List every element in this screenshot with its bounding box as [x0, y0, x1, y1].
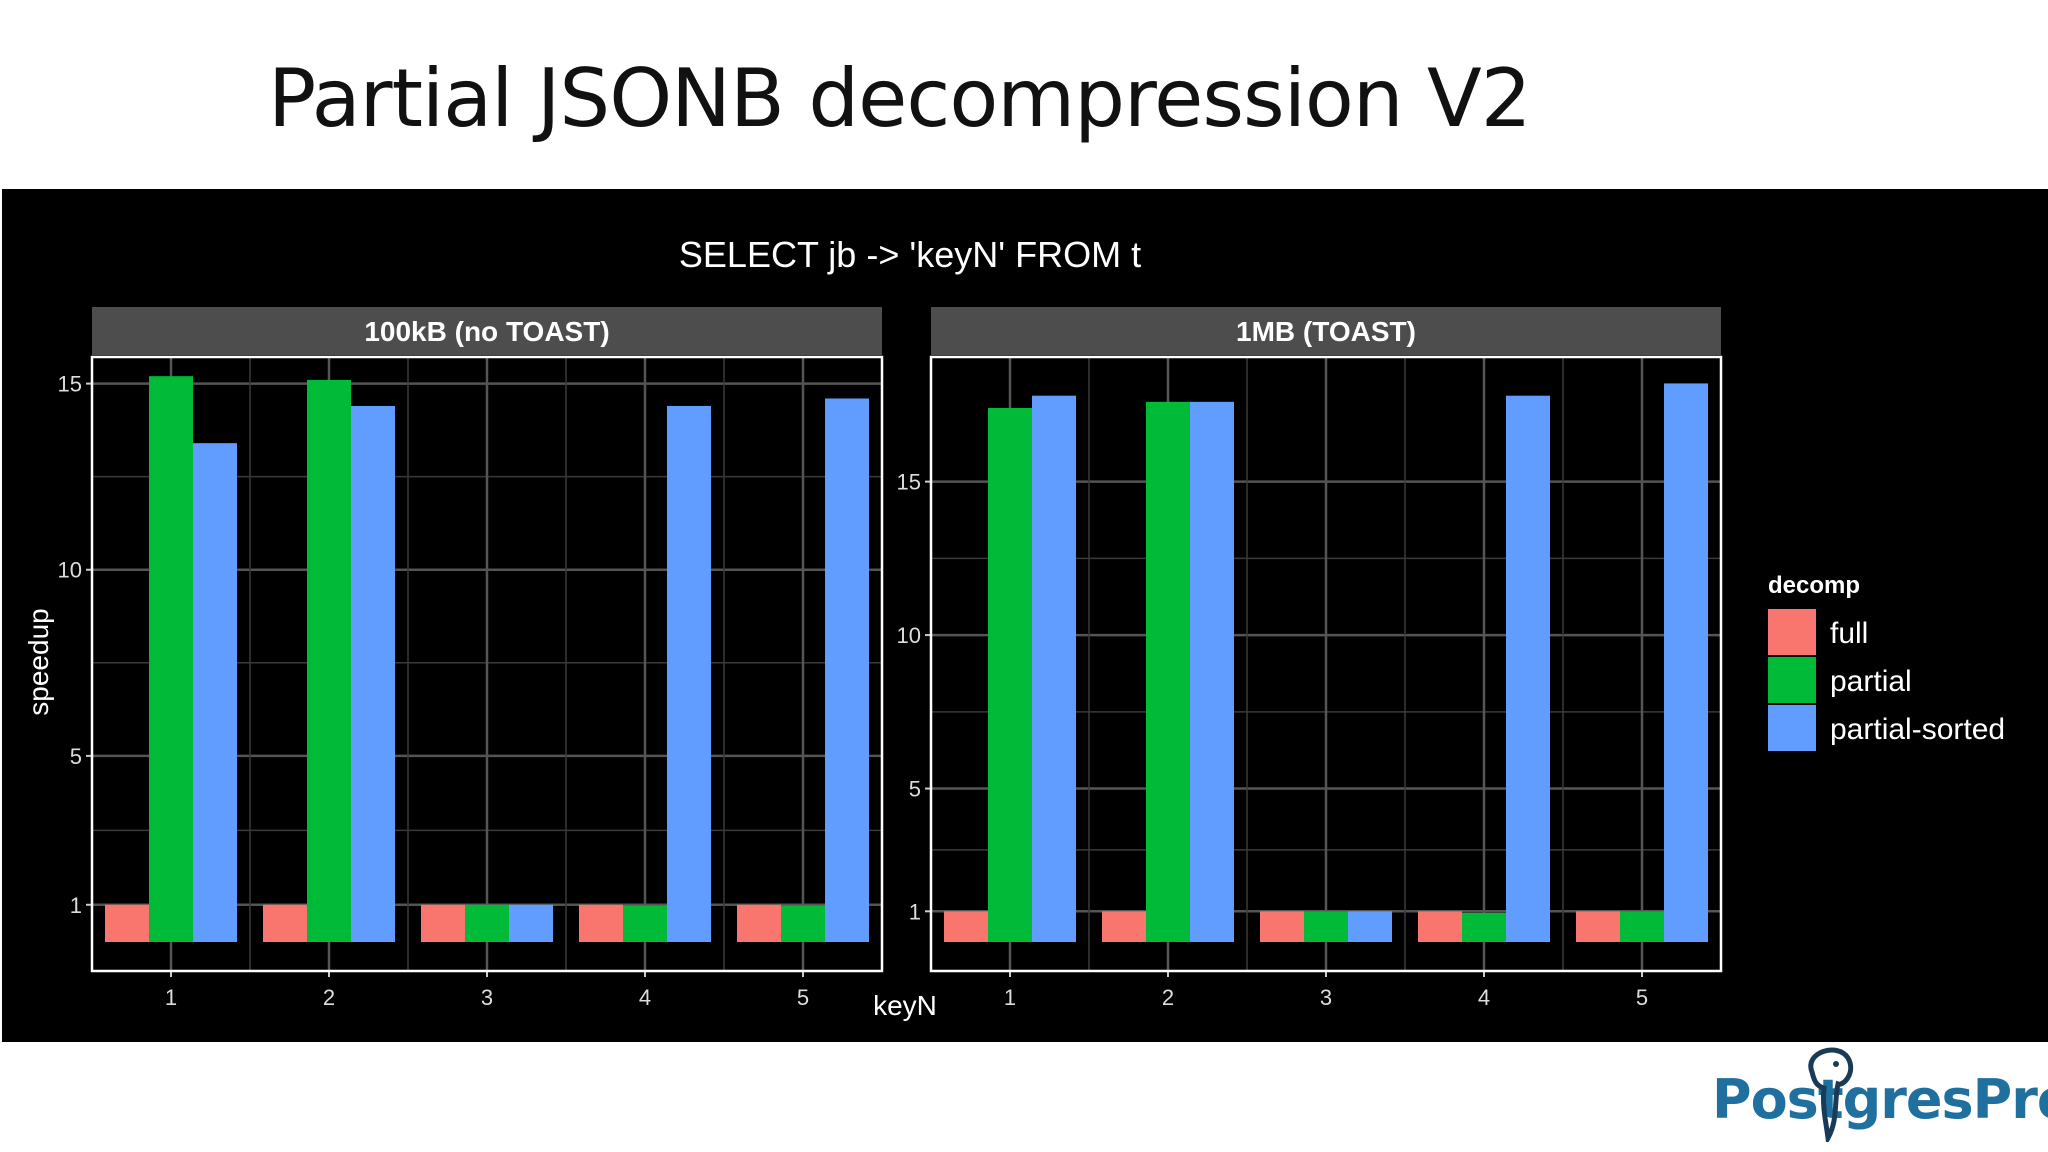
x-tick-label: 3 — [481, 985, 493, 1010]
bar-partial-key4 — [623, 905, 667, 942]
x-tick-label: 4 — [1478, 985, 1490, 1010]
x-tick-label: 5 — [1636, 985, 1648, 1010]
bar-full-key3 — [1260, 911, 1304, 942]
x-axis-label: keyN — [873, 990, 937, 1021]
y-axis-label: speedup — [23, 608, 54, 715]
facet-strip-label: 1MB (TOAST) — [1236, 316, 1416, 347]
x-tick-label: 5 — [797, 985, 809, 1010]
bar-partial-key4 — [1462, 912, 1506, 942]
bar-partial-sorted-key3 — [509, 904, 553, 942]
bar-partial-sorted-key3 — [1348, 911, 1392, 942]
x-tick-label: 4 — [639, 985, 651, 1010]
y-tick-label: 10 — [58, 558, 82, 583]
bar-partial-key2 — [1146, 401, 1190, 942]
y-tick-label: 15 — [897, 470, 921, 495]
postgrespro-logo: PostgresPro — [1712, 1047, 2048, 1146]
chart-title: SELECT jb -> 'keyN' FROM t — [679, 234, 1141, 275]
bar-full-key5 — [737, 904, 781, 942]
bar-full-key2 — [1102, 911, 1146, 942]
bar-partial-key1 — [988, 407, 1032, 942]
bar-full-key4 — [579, 904, 623, 942]
y-tick-label: 5 — [70, 744, 82, 769]
bar-partial-key5 — [1620, 911, 1664, 942]
legend-swatch-partial-sorted — [1768, 705, 1816, 751]
y-tick-label: 10 — [897, 623, 921, 648]
chart-panel: SELECT jb -> 'keyN' FROM t keyN speedup … — [2, 189, 2048, 1042]
bar-partial-key3 — [1304, 911, 1348, 942]
bar-full-key2 — [263, 904, 307, 942]
bar-full-key1 — [944, 911, 988, 942]
y-tick-label: 1 — [70, 893, 82, 918]
postgres-elephant-icon — [1808, 1047, 1854, 1142]
legend: decomp full partial partial-sorted — [1768, 572, 2005, 751]
bar-full-key4 — [1418, 911, 1462, 942]
slide-title: Partial JSONB decompression V2 — [268, 52, 1532, 145]
bar-full-key5 — [1576, 911, 1620, 942]
bar-partial-sorted-key4 — [1506, 395, 1550, 942]
bar-partial-key2 — [307, 379, 351, 942]
facet-strip-label: 100kB (no TOAST) — [364, 316, 609, 347]
facet-strip — [92, 307, 882, 355]
facet-strip — [931, 307, 1721, 355]
faceted-bar-chart: SELECT jb -> 'keyN' FROM t keyN speedup … — [23, 234, 2005, 1021]
legend-swatch-full — [1768, 609, 1816, 655]
y-tick-label: 1 — [909, 899, 921, 924]
bar-partial-key1 — [149, 376, 193, 942]
bar-partial-key5 — [781, 905, 825, 942]
bar-partial-key3 — [465, 904, 509, 942]
bar-full-key3 — [421, 904, 465, 942]
bar-partial-sorted-key4 — [667, 405, 711, 942]
logo-text: PostgresPro — [1712, 1068, 2048, 1131]
legend-title: decomp — [1768, 572, 1860, 599]
legend-swatch-partial — [1768, 657, 1816, 703]
x-tick-label: 3 — [1320, 985, 1332, 1010]
panel-border — [90, 355, 884, 973]
x-tick-label: 1 — [1004, 985, 1016, 1010]
bar-full-key1 — [105, 904, 149, 942]
x-tick-label: 1 — [165, 985, 177, 1010]
legend-label-partial-sorted: partial-sorted — [1830, 713, 2005, 746]
x-tick-label: 2 — [1162, 985, 1174, 1010]
y-tick-label: 5 — [909, 777, 921, 802]
x-tick-label: 2 — [323, 985, 335, 1010]
bar-partial-sorted-key1 — [1032, 395, 1076, 942]
legend-label-partial: partial — [1830, 665, 1912, 698]
bar-partial-sorted-key2 — [351, 405, 395, 942]
y-tick-label: 15 — [58, 372, 82, 397]
bar-partial-sorted-key2 — [1190, 401, 1234, 942]
panel-border — [929, 355, 1723, 973]
bar-partial-sorted-key5 — [1664, 383, 1708, 942]
bar-partial-sorted-key1 — [193, 443, 237, 942]
bar-partial-sorted-key5 — [825, 398, 869, 942]
legend-label-full: full — [1830, 617, 1868, 650]
